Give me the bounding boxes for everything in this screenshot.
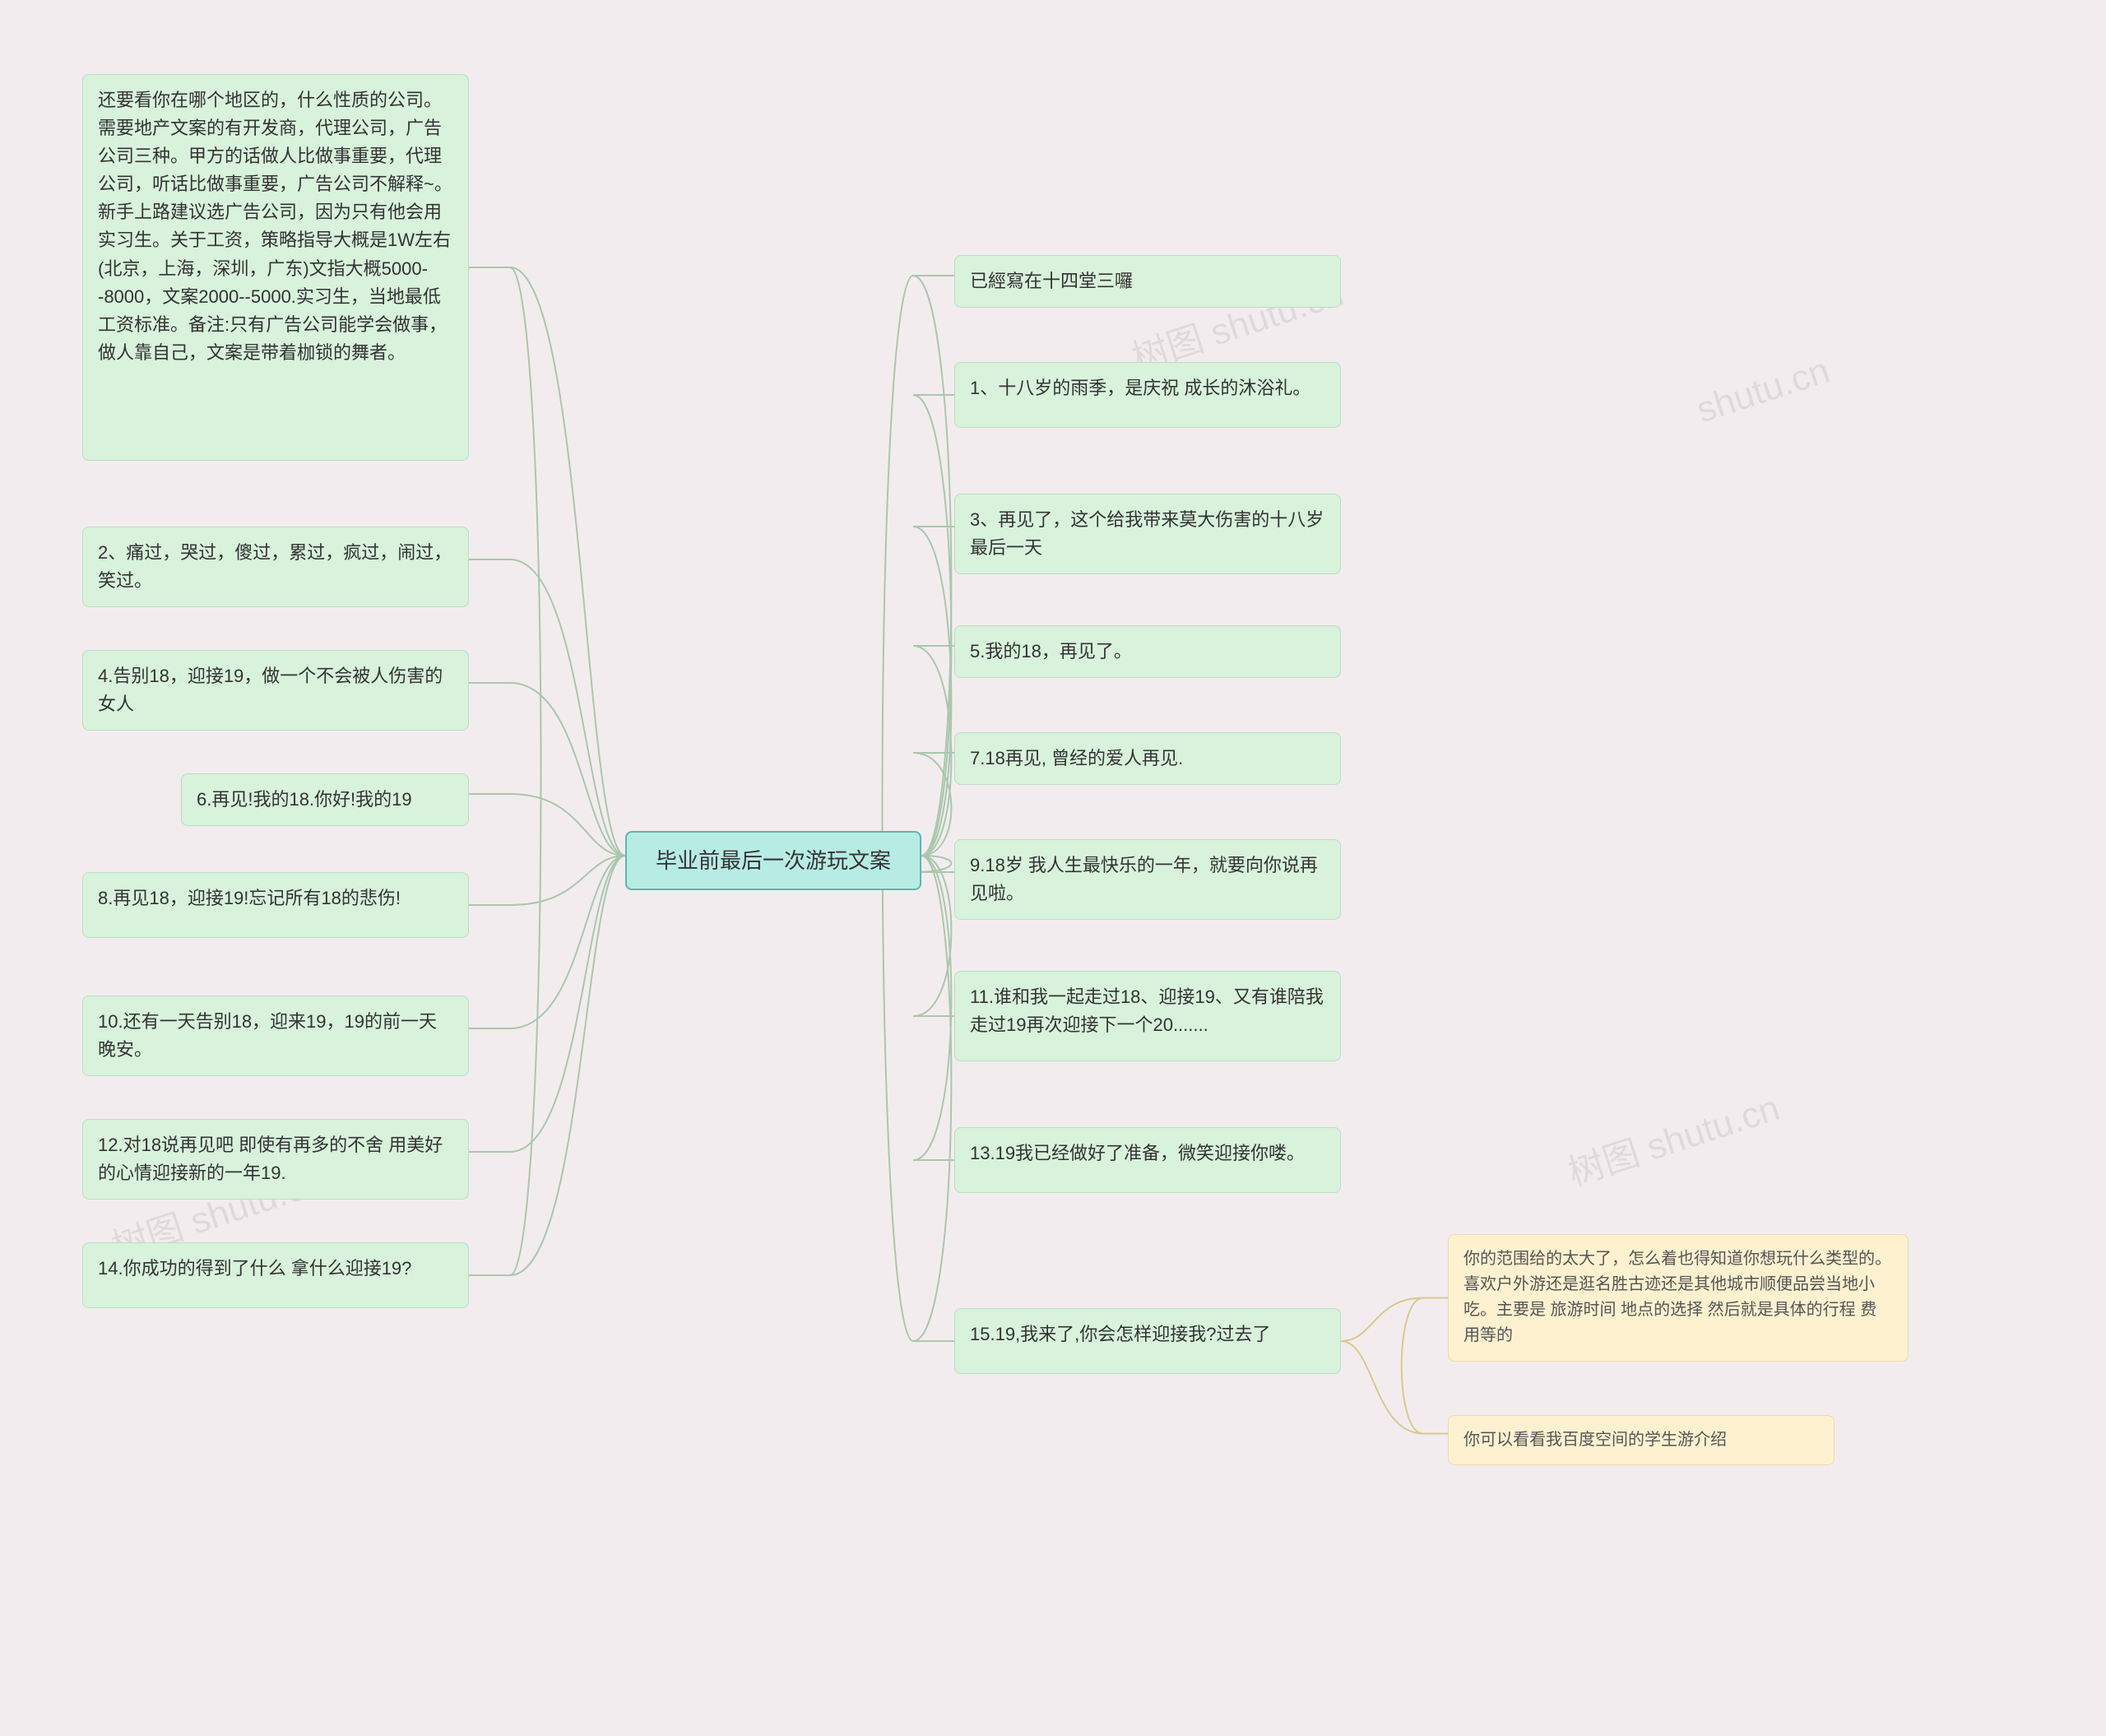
right-node[interactable]: 7.18再见, 曾经的爱人再见.: [954, 732, 1341, 785]
right-node[interactable]: 5.我的18，再见了。: [954, 625, 1341, 678]
right-node[interactable]: 15.19,我来了,你会怎样迎接我?过去了: [954, 1308, 1341, 1374]
left-node[interactable]: 8.再见18，迎接19!忘记所有18的悲伤!: [82, 872, 469, 938]
right-node[interactable]: 已經寫在十四堂三囉: [954, 255, 1341, 308]
left-node[interactable]: 12.对18说再见吧 即使有再多的不舍 用美好的心情迎接新的一年19.: [82, 1119, 469, 1200]
right-node-label: 3、再见了，这个给我带来莫大伤害的十八岁最后一天: [970, 509, 1324, 558]
left-node-label: 10.还有一天告别18，迎来19，19的前一天晚安。: [98, 1011, 437, 1060]
child-node-label: 你的范围给的太大了，怎么着也得知道你想玩什么类型的。喜欢户外游还是逛名胜古迹还是…: [1464, 1250, 1891, 1344]
right-node-label: 1、十八岁的雨季，是庆祝 成长的沐浴礼。: [970, 378, 1310, 398]
left-node-label: 8.再见18，迎接19!忘记所有18的悲伤!: [98, 888, 401, 908]
right-node[interactable]: 11.谁和我一起走过18、迎接19、又有谁陪我走过19再次迎接下一个20....…: [954, 971, 1341, 1061]
right-node[interactable]: 9.18岁 我人生最快乐的一年，就要向你说再见啦。: [954, 839, 1341, 920]
right-node-label: 9.18岁 我人生最快乐的一年，就要向你说再见啦。: [970, 855, 1318, 903]
root-node[interactable]: 毕业前最后一次游玩文案: [625, 831, 921, 890]
right-node-label: 5.我的18，再见了。: [970, 641, 1132, 661]
left-node[interactable]: 还要看你在哪个地区的，什么性质的公司。需要地产文案的有开发商，代理公司，广告公司…: [82, 74, 469, 461]
left-node-label: 还要看你在哪个地区的，什么性质的公司。需要地产文案的有开发商，代理公司，广告公司…: [98, 90, 452, 363]
child-node-label: 你可以看看我百度空间的学生游介绍: [1464, 1431, 1727, 1449]
left-node-label: 6.再见!我的18.你好!我的19: [197, 789, 412, 810]
mindmap-canvas: 树图 shutu.cn树图 shutu.cnshutu.cn树图 shutu.c…: [0, 0, 2106, 1736]
left-node-label: 4.告别18，迎接19，做一个不会被人伤害的女人: [98, 666, 443, 714]
left-node-label: 2、痛过，哭过，傻过，累过，疯过，闹过，笑过。: [98, 542, 452, 591]
watermark: 树图 shutu.cn: [1561, 1078, 1785, 1195]
right-node-label: 已經寫在十四堂三囉: [970, 271, 1133, 291]
child-node[interactable]: 你可以看看我百度空间的学生游介绍: [1448, 1415, 1835, 1465]
root-node-label: 毕业前最后一次游玩文案: [656, 848, 891, 873]
left-node[interactable]: 4.告别18，迎接19，做一个不会被人伤害的女人: [82, 650, 469, 731]
watermark: shutu.cn: [1691, 350, 1835, 432]
left-node-label: 14.你成功的得到了什么 拿什么迎接19?: [98, 1258, 411, 1279]
right-node-label: 7.18再见, 曾经的爱人再见.: [970, 748, 1183, 768]
left-node[interactable]: 2、痛过，哭过，傻过，累过，疯过，闹过，笑过。: [82, 527, 469, 607]
left-node[interactable]: 10.还有一天告别18，迎来19，19的前一天晚安。: [82, 996, 469, 1076]
right-node[interactable]: 13.19我已经做好了准备，微笑迎接你喽。: [954, 1127, 1341, 1193]
right-node[interactable]: 1、十八岁的雨季，是庆祝 成长的沐浴礼。: [954, 362, 1341, 428]
left-node[interactable]: 6.再见!我的18.你好!我的19: [181, 773, 469, 826]
left-node[interactable]: 14.你成功的得到了什么 拿什么迎接19?: [82, 1242, 469, 1308]
left-node-label: 12.对18说再见吧 即使有再多的不舍 用美好的心情迎接新的一年19.: [98, 1135, 443, 1183]
right-node-label: 11.谁和我一起走过18、迎接19、又有谁陪我走过19再次迎接下一个20....…: [970, 986, 1324, 1035]
right-node[interactable]: 3、再见了，这个给我带来莫大伤害的十八岁最后一天: [954, 494, 1341, 574]
right-node-label: 15.19,我来了,你会怎样迎接我?过去了: [970, 1324, 1271, 1344]
right-node-label: 13.19我已经做好了准备，微笑迎接你喽。: [970, 1143, 1305, 1163]
child-node[interactable]: 你的范围给的太大了，怎么着也得知道你想玩什么类型的。喜欢户外游还是逛名胜古迹还是…: [1448, 1234, 1909, 1362]
